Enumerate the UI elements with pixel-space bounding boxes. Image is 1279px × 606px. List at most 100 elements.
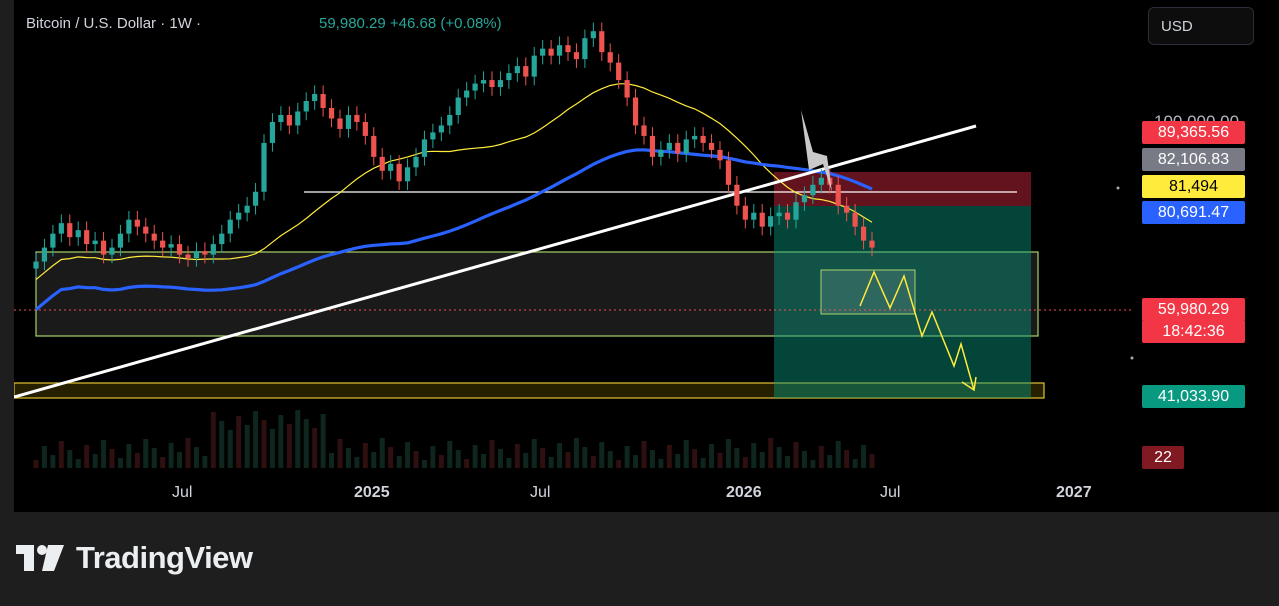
candle bbox=[84, 230, 90, 245]
volume-bar bbox=[388, 447, 394, 468]
ma-blue-line bbox=[34, 148, 873, 311]
range-box bbox=[35, 251, 1039, 337]
candle bbox=[666, 142, 672, 150]
volume-bar bbox=[852, 459, 858, 468]
candle bbox=[599, 31, 605, 53]
volume-bar bbox=[202, 456, 208, 468]
candle bbox=[58, 223, 64, 234]
brand-name: TradingView bbox=[76, 540, 253, 575]
candle bbox=[734, 184, 740, 206]
volume-bar bbox=[751, 443, 757, 468]
candle bbox=[75, 230, 81, 238]
price-chart[interactable]: 100,000.00Jul2025Jul2026Jul2027 bbox=[14, 0, 1279, 512]
candle bbox=[328, 108, 335, 119]
candle bbox=[219, 233, 225, 245]
volume-bar bbox=[565, 452, 571, 468]
candle bbox=[379, 156, 385, 171]
candle bbox=[396, 163, 402, 182]
tradingview-logo: TradingView bbox=[16, 540, 253, 575]
stop-loss-zone bbox=[774, 172, 1031, 206]
candle bbox=[176, 244, 183, 255]
candle bbox=[632, 97, 639, 126]
volume-bar bbox=[742, 457, 748, 468]
candle bbox=[590, 31, 596, 39]
support-band bbox=[14, 382, 1045, 399]
volume-bar bbox=[269, 429, 275, 468]
candle bbox=[616, 62, 622, 81]
candle bbox=[193, 251, 200, 259]
candle bbox=[236, 212, 242, 220]
x-axis-label: Jul bbox=[172, 484, 192, 501]
volume-bar bbox=[548, 457, 554, 468]
volume-bar bbox=[776, 447, 782, 468]
candle bbox=[33, 261, 39, 269]
projection-arrow-icon bbox=[961, 376, 977, 392]
volume-bar bbox=[472, 445, 478, 468]
price-tag-countdown: 18:42:36 bbox=[1142, 320, 1245, 343]
candle bbox=[168, 244, 174, 248]
volume-bar bbox=[286, 424, 292, 468]
candle bbox=[261, 142, 267, 192]
volume-bar bbox=[58, 441, 64, 468]
candle bbox=[109, 247, 115, 255]
volume-bar bbox=[244, 425, 250, 468]
volume-bar bbox=[227, 430, 233, 468]
candle bbox=[362, 121, 368, 136]
candle bbox=[742, 205, 748, 220]
volume-bar bbox=[134, 453, 140, 468]
x-axis-label: 2025 bbox=[354, 484, 390, 501]
candle bbox=[472, 83, 478, 91]
volume-bar bbox=[117, 458, 123, 468]
volume-bar bbox=[261, 420, 267, 468]
symbol-title: Bitcoin / U.S. Dollar · 1W · bbox=[26, 15, 202, 32]
volume-bar bbox=[861, 445, 867, 468]
candle bbox=[514, 66, 520, 74]
candle bbox=[573, 52, 580, 60]
volume-bar bbox=[683, 440, 689, 468]
candle bbox=[675, 142, 681, 154]
candle bbox=[117, 233, 124, 248]
volume-bar bbox=[709, 444, 715, 468]
volume-bar bbox=[101, 440, 107, 468]
currency-button[interactable]: USD bbox=[1148, 7, 1254, 45]
candle bbox=[354, 114, 360, 122]
tradingview-logo-icon bbox=[16, 545, 64, 571]
candle bbox=[303, 101, 309, 112]
candle bbox=[624, 80, 630, 98]
candle bbox=[464, 90, 470, 98]
candle bbox=[151, 233, 157, 241]
volume-bar bbox=[590, 456, 596, 468]
candle bbox=[506, 73, 512, 81]
x-axis-label: Jul bbox=[880, 484, 900, 501]
candle bbox=[801, 195, 808, 203]
consolidation-box bbox=[820, 269, 916, 315]
volume-bar bbox=[835, 441, 841, 468]
volume-bar bbox=[810, 460, 816, 468]
candle bbox=[227, 219, 233, 234]
volume-bar bbox=[185, 438, 191, 468]
candle bbox=[700, 135, 706, 143]
volume-bar bbox=[540, 448, 546, 468]
volume-bar bbox=[582, 447, 588, 468]
volume-bar bbox=[649, 450, 655, 468]
chart-area[interactable]: 100,000.00Jul2025Jul2026Jul2027 bbox=[14, 0, 1279, 512]
candle bbox=[404, 167, 411, 182]
volume-bar bbox=[354, 457, 360, 468]
candle bbox=[565, 45, 571, 53]
volume-bar bbox=[312, 428, 318, 468]
volume-bar bbox=[666, 445, 672, 468]
volume-bar bbox=[506, 458, 512, 468]
volume-bar bbox=[126, 444, 132, 468]
candle bbox=[708, 142, 715, 150]
volume-bar bbox=[557, 443, 563, 468]
volume-bar bbox=[84, 445, 90, 468]
candle bbox=[295, 111, 301, 126]
volume-bar bbox=[481, 454, 487, 468]
volume-bar bbox=[337, 439, 343, 468]
volume-bar bbox=[599, 442, 605, 468]
volume-bar bbox=[641, 441, 647, 468]
candle bbox=[751, 212, 757, 220]
candle bbox=[852, 212, 858, 227]
candle bbox=[455, 97, 461, 115]
volume-bar bbox=[616, 460, 622, 468]
